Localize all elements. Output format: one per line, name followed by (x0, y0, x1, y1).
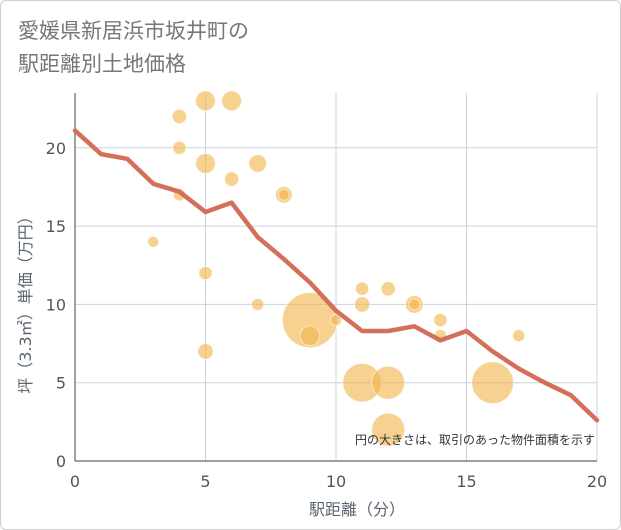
grid (74, 93, 598, 462)
y-axis-label: 坪（3.3㎡）単価（万円） (16, 208, 35, 393)
chart-title-line-2: 駅距離別土地価格 (18, 52, 186, 76)
chart-title: 愛媛県新居浜市坂井町の 駅距離別土地価格 (18, 15, 249, 81)
bubble-point (195, 153, 216, 174)
x-tick-label: 10 (326, 472, 346, 491)
bubble-point (299, 325, 321, 347)
x-tick-label: 20 (587, 472, 607, 491)
bubble-point (353, 296, 371, 313)
bubble-series (147, 90, 526, 447)
bubble-point (248, 154, 268, 173)
bubble-point (330, 314, 342, 327)
bubble-point (277, 188, 290, 201)
bubble-size-note: 円の大きさは、取引のあった物件面積を示す (355, 432, 595, 447)
y-tick-label: 10 (46, 295, 66, 314)
chart-title-line-1: 愛媛県新居浜市坂井町の (18, 19, 249, 43)
bubble-point (433, 312, 448, 328)
x-tick-label: 5 (200, 472, 210, 491)
y-tick-label: 20 (46, 139, 66, 158)
bubble-point (380, 281, 396, 297)
average-line-series (72, 128, 600, 423)
bubble-point (197, 343, 214, 360)
bubble-point (251, 297, 265, 311)
y-tick-label: 0 (56, 452, 66, 471)
y-tick-label: 5 (56, 374, 66, 393)
bubble-point (195, 90, 216, 112)
x-tick-label: 0 (70, 472, 80, 491)
bubble-point (355, 281, 370, 296)
x-axis-label: 駅距離（分） (309, 500, 405, 519)
bubble-point (371, 365, 406, 400)
bubble-point (172, 140, 187, 155)
bubble-point (371, 412, 406, 447)
bubble-point (147, 235, 160, 248)
bubble-point (408, 298, 421, 311)
bubble-point (221, 90, 243, 112)
bubble-point (471, 361, 515, 405)
axis-ticks: 0 5 10 15 20 0 5 10 15 20 (46, 139, 608, 491)
y-tick-label: 15 (46, 217, 66, 236)
bubble-point (198, 265, 213, 281)
bubble-point (171, 108, 188, 125)
bubble-point (223, 171, 240, 187)
average-price-line (72, 128, 600, 423)
x-tick-label: 15 (456, 472, 476, 491)
bubble-point (512, 329, 526, 343)
